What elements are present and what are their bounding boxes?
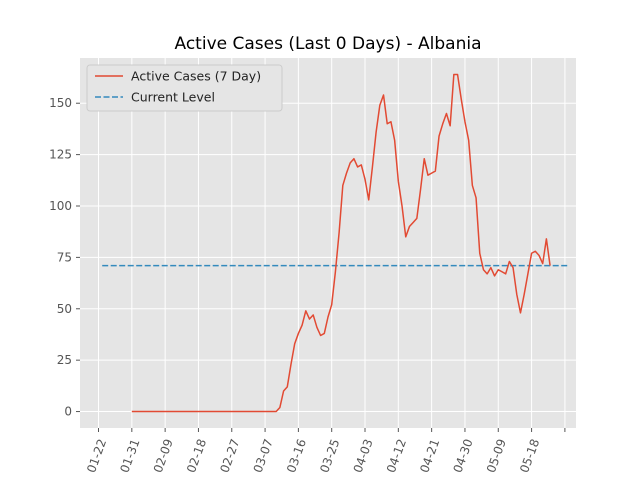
legend-box — [86, 64, 283, 112]
x-tick-label: 01-22 — [84, 437, 109, 475]
plot-area — [80, 58, 576, 428]
y-tick-label: 75 — [57, 250, 72, 264]
y-tick-label: 50 — [57, 302, 72, 316]
y-tick-label: 25 — [57, 353, 72, 367]
chart-title: Active Cases (Last 0 Days) - Albania — [175, 34, 482, 54]
legend: Active Cases (7 Day) Current Level — [86, 64, 283, 112]
x-tick-label: 02-18 — [184, 437, 209, 475]
x-tick-label: 05-09 — [484, 437, 509, 475]
y-tick-label: 125 — [49, 148, 72, 162]
x-tick-label: 04-03 — [351, 437, 376, 475]
y-axis: 0 25 50 75 100 125 150 — [49, 96, 80, 419]
y-tick-label: 100 — [49, 199, 72, 213]
x-tick-label: 05-18 — [517, 437, 542, 475]
y-tick-label: 150 — [49, 96, 72, 110]
x-tick-label: 01-31 — [117, 437, 142, 475]
x-gridlines — [98, 58, 566, 428]
y-tick-label: 0 — [64, 405, 72, 419]
legend-label-active-cases: Active Cases (7 Day) — [131, 69, 261, 84]
x-tick-label: 02-09 — [151, 437, 176, 475]
x-tick-label: 03-16 — [284, 437, 309, 475]
active-cases-line — [131, 73, 551, 413]
x-tick-label: 04-30 — [451, 437, 476, 475]
x-tick-label: 04-12 — [384, 437, 409, 475]
legend-label-current-level: Current Level — [131, 90, 215, 105]
x-tick-label: 03-07 — [251, 437, 276, 475]
x-tick-label: 04-21 — [417, 437, 442, 475]
x-axis: 01-22 01-31 02-09 02-18 02-27 03-07 03-16 03-25… — [84, 428, 566, 475]
series-layer — [102, 73, 569, 413]
x-tick-label: 02-27 — [217, 437, 242, 475]
x-tick-label: 03-25 — [317, 437, 342, 475]
